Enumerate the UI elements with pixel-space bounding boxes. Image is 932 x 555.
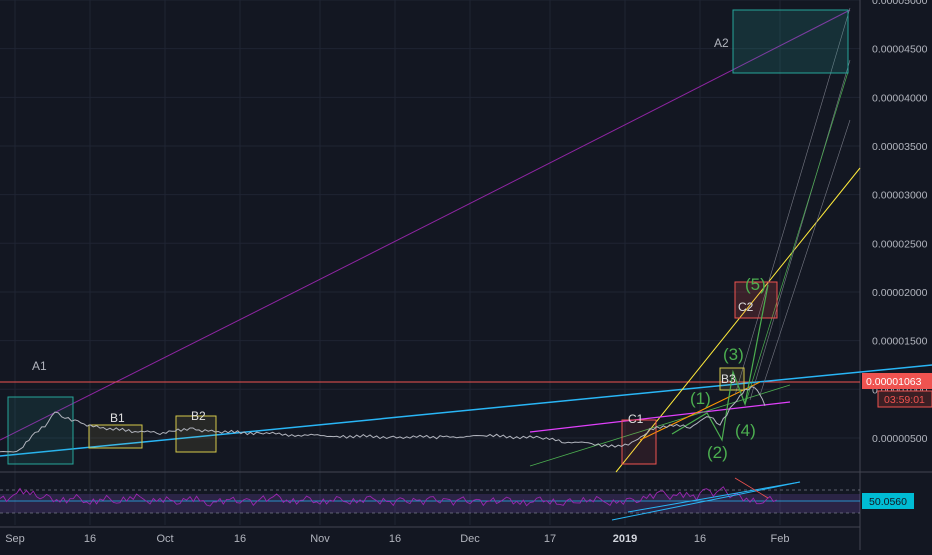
wave-label-A1: A1 bbox=[32, 359, 47, 373]
countdown-label: 03:59:01 bbox=[884, 394, 925, 406]
rsi-band bbox=[0, 494, 860, 513]
y-tick-label: 0.00000500 bbox=[872, 433, 928, 445]
rsi-line bbox=[0, 486, 777, 507]
x-tick-label: Nov bbox=[310, 533, 330, 545]
wave-label-2: (2) bbox=[707, 443, 728, 462]
price-line bbox=[0, 386, 766, 453]
y-tick-label: 0.00004500 bbox=[872, 44, 928, 56]
rsi-red-line bbox=[734, 477, 769, 499]
annotation-labels: A1 A2 B1 B2 B3 C1 C2 (1) (2) (3) (4) (5) bbox=[32, 36, 766, 462]
box-a2 bbox=[732, 9, 849, 74]
box-b1 bbox=[88, 424, 143, 449]
wave-label-1: (1) bbox=[690, 389, 711, 408]
price-axis[interactable]: 0.000005000.000010000.000015000.00002000… bbox=[862, 0, 932, 509]
drawing-tools[interactable] bbox=[0, 7, 932, 473]
elliott-wave-path bbox=[671, 284, 769, 442]
x-tick-label: 16 bbox=[694, 533, 706, 545]
box-c2 bbox=[734, 281, 778, 319]
x-tick-label: Oct bbox=[156, 533, 173, 545]
wave-label-5: (5) bbox=[745, 275, 766, 294]
fan-line bbox=[749, 59, 851, 401]
purple-arc-line bbox=[0, 9, 851, 441]
x-tick-label: 17 bbox=[544, 533, 556, 545]
rsi-trendline bbox=[627, 481, 801, 513]
price-series bbox=[0, 386, 766, 453]
x-tick-label: 16 bbox=[84, 533, 96, 545]
x-tick-label: Dec bbox=[460, 533, 480, 545]
blue-trendline bbox=[0, 364, 932, 457]
x-tick-label: Sep bbox=[5, 533, 25, 545]
box-c1 bbox=[621, 419, 657, 465]
countdown-badge bbox=[877, 390, 932, 408]
fan-line bbox=[744, 71, 849, 406]
y-tick-label: 0.00002500 bbox=[872, 238, 928, 250]
wave-label-B3: B3 bbox=[721, 372, 736, 386]
rsi-trendline bbox=[611, 481, 801, 521]
x-tick-label: Feb bbox=[771, 533, 790, 545]
y-tick-label: 0.00001500 bbox=[872, 336, 928, 348]
wave-label-3: (3) bbox=[723, 345, 744, 364]
y-tick-label: 0.00003500 bbox=[872, 141, 928, 153]
fan-line bbox=[759, 119, 851, 396]
rsi-value-badge bbox=[862, 493, 914, 509]
rsi-pane bbox=[0, 477, 860, 521]
wave-label-B1: B1 bbox=[110, 411, 125, 425]
magenta-trendline bbox=[529, 401, 791, 433]
wave-label-C1: C1 bbox=[628, 412, 644, 426]
y-tick-label: 0.00005000 bbox=[872, 0, 928, 7]
rsi-value-label: 50.0560 bbox=[869, 496, 907, 508]
x-tick-label: 2019 bbox=[613, 533, 637, 545]
y-tick-label: 0.00004000 bbox=[872, 92, 928, 104]
wave-label-A2: A2 bbox=[714, 36, 729, 50]
last-price-badge bbox=[862, 373, 932, 389]
y-tick-label: 0.00002000 bbox=[872, 287, 928, 299]
x-tick-label: 16 bbox=[234, 533, 246, 545]
wave-label-B2: B2 bbox=[191, 409, 206, 423]
box-b2 bbox=[175, 415, 217, 453]
yellow-trendline bbox=[615, 167, 861, 473]
time-axis[interactable]: Sep 16 Oct 16 Nov 16 Dec 17 2019 16 Feb bbox=[5, 533, 789, 545]
last-price-label: 0.00001063 bbox=[866, 376, 922, 388]
wave-label-C2: C2 bbox=[738, 300, 754, 314]
y-tick-label: 0.00003000 bbox=[872, 190, 928, 202]
box-a1 bbox=[7, 396, 74, 465]
x-tick-label: 16 bbox=[389, 533, 401, 545]
wave-label-4: (4) bbox=[735, 421, 756, 440]
